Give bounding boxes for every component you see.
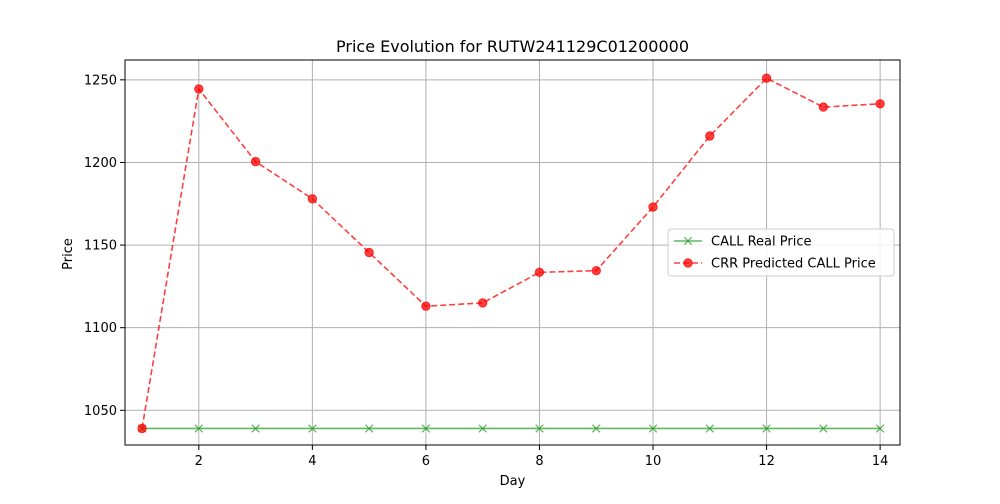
- x-tick-label: 2: [195, 454, 203, 469]
- x-tick-label: 4: [308, 454, 316, 469]
- x-marker-stroke: [308, 424, 317, 433]
- x-tick-label: 14: [872, 454, 889, 469]
- legend-marker: [683, 236, 693, 246]
- data-point: [364, 247, 374, 258]
- data-point: [421, 424, 431, 433]
- data-point: [421, 301, 431, 311]
- series-layer: [137, 73, 885, 434]
- data-point: [534, 267, 545, 278]
- data-point: [819, 424, 828, 433]
- data-point: [478, 424, 487, 433]
- x-marker-stroke: [194, 424, 204, 433]
- x-marker-stroke: [762, 424, 771, 433]
- legend-label: CRR Predicted CALL Price: [711, 257, 876, 272]
- chart-title: Price Evolution for RUTW241129C01200000: [336, 37, 689, 56]
- x-marker-stroke: [705, 424, 715, 433]
- data-point: [648, 424, 658, 433]
- series-2: [137, 73, 885, 434]
- legend-entry: CALL Real Price: [674, 235, 811, 250]
- series-1: [137, 424, 885, 433]
- data-point: [137, 423, 147, 434]
- data-point: [364, 424, 374, 433]
- data-point: [251, 424, 260, 433]
- data-point: [307, 194, 318, 204]
- x-marker-stroke: [535, 424, 544, 433]
- axis-ticks: 2 4 6 8 10 12 14 1050 1100 1150 1200 1250: [84, 73, 888, 469]
- x-axis-label: Day: [500, 474, 526, 489]
- x-marker-stroke: [648, 424, 658, 433]
- y-tick-label: 1050: [84, 404, 117, 419]
- legend-label: CALL Real Price: [711, 235, 811, 250]
- y-tick-label: 1150: [84, 239, 117, 254]
- data-point: [250, 156, 261, 167]
- x-tick-label: 8: [535, 454, 543, 469]
- x-marker-stroke: [683, 236, 693, 246]
- legend: CALL Real Price CRR Predicted CALL Price: [667, 228, 895, 277]
- series-line: [141, 77, 881, 429]
- x-marker-stroke: [251, 424, 260, 433]
- data-point: [875, 424, 885, 433]
- legend-box: [667, 228, 895, 277]
- x-tick-label: 6: [422, 454, 430, 469]
- data-point: [761, 73, 772, 83]
- x-tick-label: 10: [645, 454, 662, 469]
- x-marker-stroke: [421, 424, 431, 433]
- x-marker-stroke: [591, 424, 601, 433]
- x-marker-stroke: [875, 424, 885, 433]
- y-tick-label: 1250: [84, 73, 117, 88]
- data-point: [194, 424, 204, 433]
- y-tick-label: 1100: [84, 321, 117, 336]
- data-point: [591, 265, 601, 276]
- x-tick-label: 12: [758, 454, 775, 469]
- data-point: [194, 84, 204, 94]
- data-point: [762, 424, 771, 433]
- data-point: [705, 424, 715, 433]
- legend-marker: [683, 258, 693, 268]
- data-point: [648, 202, 658, 212]
- y-tick-label: 1200: [84, 156, 117, 171]
- plot-area-frame: [124, 59, 901, 446]
- data-point: [477, 298, 488, 308]
- x-marker-stroke: [478, 424, 487, 433]
- data-point: [818, 102, 829, 112]
- x-marker-stroke: [364, 424, 374, 433]
- data-point: [705, 131, 715, 141]
- data-point: [875, 99, 885, 109]
- x-marker-stroke: [819, 424, 828, 433]
- data-point: [591, 424, 601, 433]
- data-point: [535, 424, 544, 433]
- y-axis-label: Price: [61, 238, 76, 270]
- legend-entry: CRR Predicted CALL Price: [674, 257, 876, 272]
- data-point: [308, 424, 317, 433]
